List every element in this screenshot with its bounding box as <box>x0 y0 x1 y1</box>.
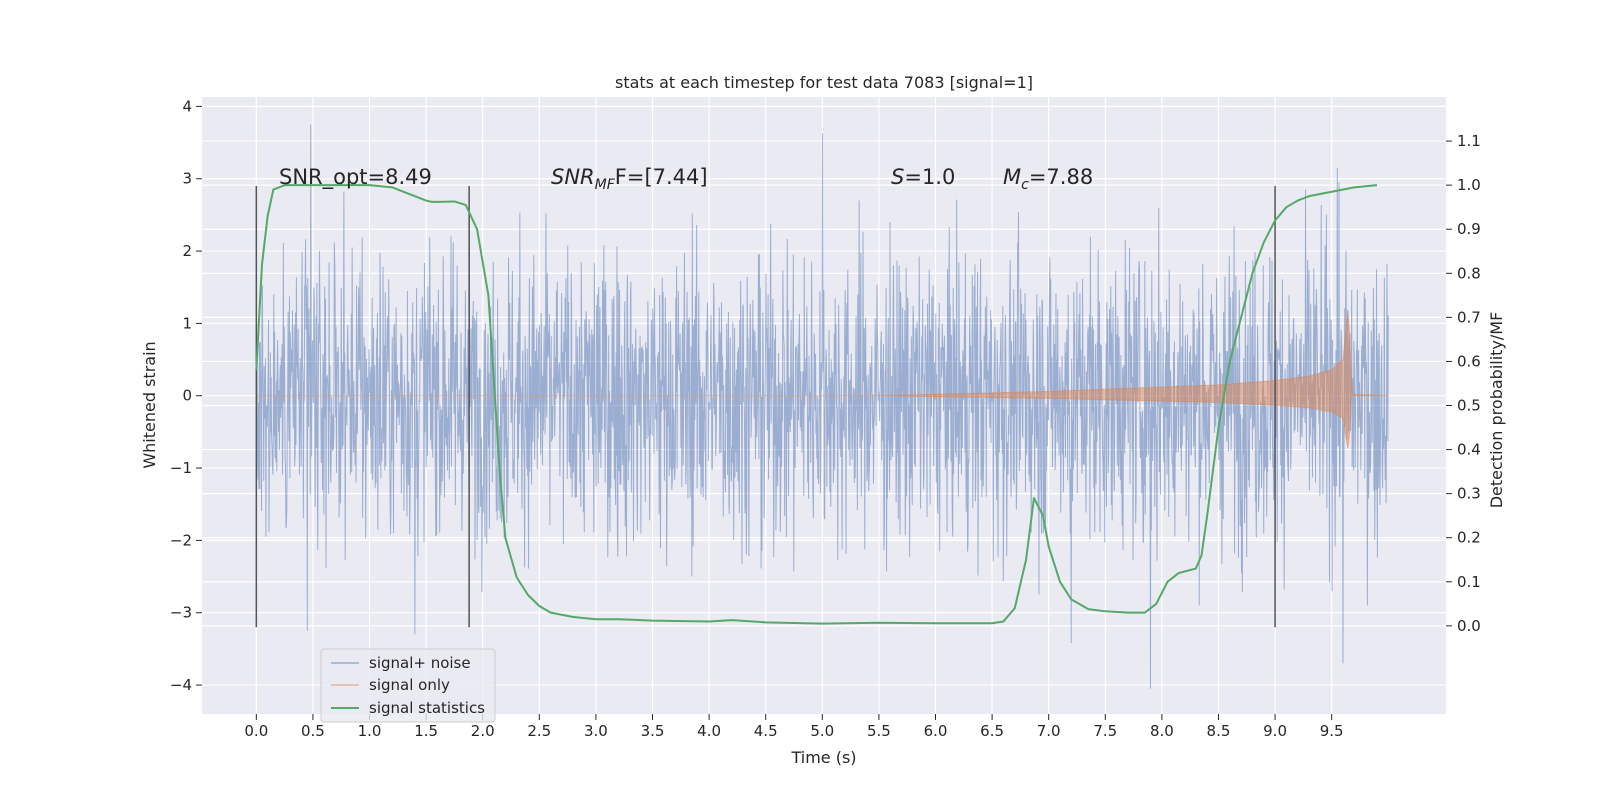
y-tick-label: 3 <box>182 170 192 188</box>
annotation-snr-opt: SNR_opt=8.49 <box>279 165 432 190</box>
x-tick-label: 4.0 <box>697 722 721 740</box>
x-tick-label: 3.0 <box>584 722 608 740</box>
y-tick-label: −3 <box>170 604 192 622</box>
y-tick-label-right: 1.1 <box>1457 132 1481 150</box>
y-tick-label-right: 0.2 <box>1457 529 1481 547</box>
x-tick-label: 1.5 <box>414 722 438 740</box>
y-tick-label-right: 0.7 <box>1457 308 1481 326</box>
annotation-s: S=1.0 <box>891 165 955 189</box>
x-tick-label: 9.5 <box>1320 722 1344 740</box>
y-tick-label-right: 0.1 <box>1457 573 1481 591</box>
annotation-snr-mf: SNRMFF=[7.44] <box>551 165 708 193</box>
x-tick-label: 3.5 <box>641 722 665 740</box>
x-tick-label: 6.0 <box>924 722 948 740</box>
y-tick-label-right: 1.0 <box>1457 176 1481 194</box>
y-tick-label: −4 <box>170 676 192 694</box>
y-tick-label: 2 <box>182 242 192 260</box>
y-tick-label-right: 0.0 <box>1457 617 1481 635</box>
y-tick-label: −1 <box>170 459 192 477</box>
y-tick-label: 4 <box>182 97 192 115</box>
y-tick-label-right: 0.5 <box>1457 397 1481 415</box>
y-tick-label-right: 0.6 <box>1457 352 1481 370</box>
x-tick-label: 2.0 <box>471 722 495 740</box>
y-tick-label-right: 0.9 <box>1457 220 1481 238</box>
y-tick-label-right: 0.8 <box>1457 264 1481 282</box>
signal-envelope <box>256 310 1389 449</box>
x-tick-label: 4.5 <box>754 722 778 740</box>
legend-label-noise: signal+ noise <box>369 654 471 672</box>
legend-label-statistics: signal statistics <box>369 699 485 717</box>
series-signal-only <box>256 310 1389 449</box>
legend-box <box>320 648 496 723</box>
legend: signal+ noise signal only signal statist… <box>320 648 496 723</box>
y-tick-label: 1 <box>182 314 192 332</box>
series-signal-noise <box>255 124 1389 689</box>
x-tick-label: 7.0 <box>1037 722 1061 740</box>
x-tick-label: 0.5 <box>301 722 325 740</box>
x-tick-label: 5.0 <box>810 722 834 740</box>
vertical-markers <box>255 185 1276 628</box>
y-tick-label-right: 0.3 <box>1457 485 1481 503</box>
y-axis-label-right: Detection probability/MF <box>1487 312 1506 509</box>
chart-title: stats at each timestep for test data 708… <box>615 73 1033 92</box>
x-tick-label: 8.0 <box>1150 722 1174 740</box>
noise-line <box>255 124 1389 689</box>
x-tick-label: 6.5 <box>980 722 1004 740</box>
y-axis-label: Whitened strain <box>140 341 159 468</box>
x-tick-label: 7.5 <box>1093 722 1117 740</box>
annotation-mc: Mc=7.88 <box>1003 165 1093 193</box>
y-tick-label-right: 0.4 <box>1457 441 1481 459</box>
axis-ticks: 0.0 0.5 1.0 1.5 2.0 2.5 3.0 3.5 4.0 4.5 5.0 5.5 6.0 6… <box>170 97 1481 740</box>
y-tick-label: −2 <box>170 531 192 549</box>
y-tick-label: 0 <box>182 387 192 405</box>
legend-label-signal: signal only <box>369 676 450 694</box>
x-tick-label: 1.0 <box>358 722 382 740</box>
statistics-line <box>255 184 1378 625</box>
x-axis-label: Time (s) <box>790 748 856 767</box>
x-tick-label: 2.5 <box>527 722 551 740</box>
x-tick-label: 0.0 <box>244 722 268 740</box>
x-tick-label: 5.5 <box>867 722 891 740</box>
x-tick-label: 9.0 <box>1263 722 1287 740</box>
x-tick-label: 8.5 <box>1207 722 1231 740</box>
series-signal-statistics <box>255 184 1378 625</box>
